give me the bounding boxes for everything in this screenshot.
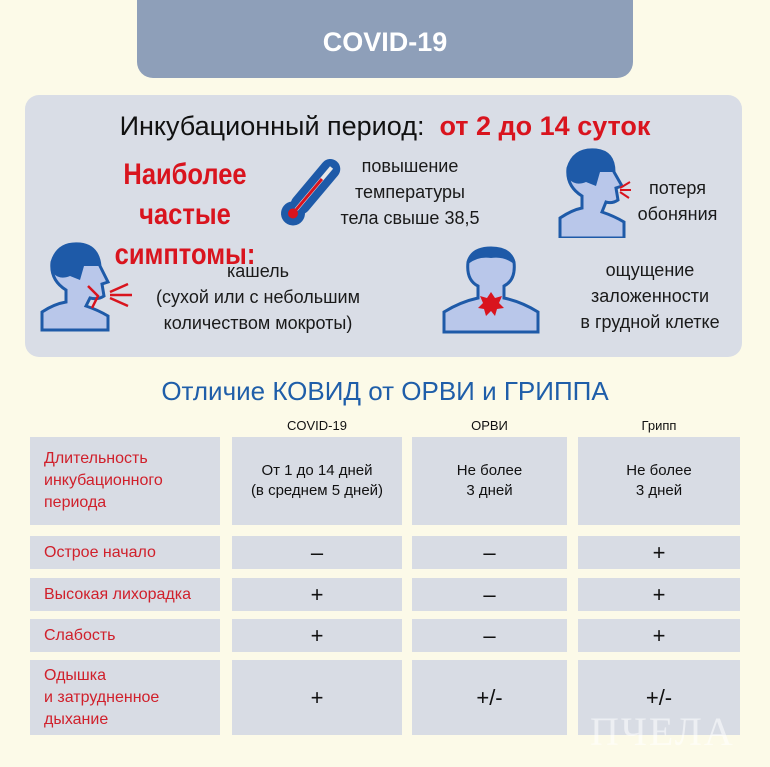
table-cell: + xyxy=(232,578,402,611)
header-title: COVID-19 xyxy=(322,26,448,57)
cell-text: + xyxy=(652,622,666,648)
text-line: Одышка xyxy=(44,666,107,684)
text-line: 3 дней xyxy=(635,482,683,499)
symptoms-heading-line: Наиболее частые xyxy=(123,158,247,231)
text-line: Слабость xyxy=(44,626,116,644)
text-line: – xyxy=(310,539,324,565)
column-header-flu: Грипп xyxy=(641,418,677,433)
text-line: Не более xyxy=(626,462,692,479)
table-cell: + xyxy=(578,619,740,652)
text-line: инкубационного xyxy=(44,472,163,489)
cell-text: – xyxy=(310,539,324,565)
text-line: количеством мокроты) xyxy=(163,313,353,333)
thermometer-icon xyxy=(281,159,341,226)
text-line: Не более xyxy=(456,462,523,479)
text-line: + xyxy=(652,581,666,607)
cell-text: + xyxy=(310,622,324,648)
row-label: Длительность инкубационного периода xyxy=(30,437,220,525)
row-label: Острое начало xyxy=(30,536,220,569)
cell-text: + xyxy=(652,581,666,607)
text-line: + xyxy=(310,581,324,607)
row-label: Слабость xyxy=(30,619,220,652)
nose-head-icon xyxy=(558,148,631,238)
text-line: + xyxy=(652,622,666,648)
table-cell: Не более 3 дней xyxy=(412,437,567,525)
text-line: Длительность xyxy=(44,450,148,467)
table-cell: + xyxy=(232,660,402,735)
cell-text: Длительность инкубационного периода xyxy=(44,448,163,514)
table-cell: – xyxy=(412,536,567,569)
text-line: +/- xyxy=(476,684,503,710)
column-header-covid: COVID-19 xyxy=(287,418,347,433)
text-line: Высокая лихорадка xyxy=(44,585,191,603)
symptoms-heading: Наиболее частые симптомы: xyxy=(92,155,279,275)
text-line: заложенности xyxy=(590,286,710,306)
symptom-smell-text: потеря обоняния xyxy=(620,175,735,227)
cell-text: От 1 до 14 дней (в среднем 5 дней) xyxy=(251,461,383,501)
row-label: Высокая лихорадка xyxy=(30,578,220,611)
text-line: + xyxy=(310,622,324,648)
comparison-title: Отличие КОВИД от ОРВИ и ГРИППА xyxy=(161,376,609,406)
chest-icon xyxy=(442,246,540,334)
text-line: тела свыше 38,5 xyxy=(340,208,480,228)
cough-head-icon xyxy=(40,242,132,332)
table-cell: – xyxy=(232,536,402,569)
text-line: температуры xyxy=(354,182,465,202)
text-line: потеря xyxy=(649,178,706,198)
cell-text: Острое начало xyxy=(44,542,156,564)
table-cell: + xyxy=(578,536,740,569)
symptom-chest-text: ощущение заложенности в грудной клетке xyxy=(550,257,750,335)
incubation-label: Инкубационный период: xyxy=(119,111,425,141)
table-cell: От 1 до 14 дней (в среднем 5 дней) xyxy=(232,437,402,525)
text-line: и затрудненное xyxy=(44,688,160,706)
table-cell: Не более 3 дней xyxy=(578,437,740,525)
cell-text: Слабость xyxy=(44,625,116,647)
text-line: повышение xyxy=(361,156,459,176)
cell-text: Не более 3 дней xyxy=(457,461,522,501)
cell-text: – xyxy=(483,539,496,565)
cell-text: – xyxy=(483,622,496,648)
symptom-cough-text: кашель (сухой или с небольшим количеством … xyxy=(138,258,378,336)
table-cell: + xyxy=(232,619,402,652)
table-cell: +/- xyxy=(578,660,740,735)
table-cell: – xyxy=(412,578,567,611)
row-label: Одышка и затрудненное дыхание xyxy=(30,660,220,735)
text-line: в грудной клетке xyxy=(580,312,720,332)
symptom-fever-text: повышение температуры тела свыше 38,5 xyxy=(330,153,490,231)
text-line: ощущение xyxy=(605,260,695,280)
cell-text: +/- xyxy=(476,684,503,710)
text-line: обоняния xyxy=(637,204,718,224)
table-cell: + xyxy=(578,578,740,611)
text-line: + xyxy=(310,684,324,710)
column-header-orvi: ОРВИ xyxy=(471,418,508,433)
text-line: (сухой или с небольшим xyxy=(156,287,360,307)
table-cell: – xyxy=(412,619,567,652)
header-banner: COVID-19 xyxy=(137,0,633,78)
text-line: – xyxy=(483,622,496,648)
text-line: дыхание xyxy=(44,710,109,728)
text-line: + xyxy=(652,539,666,565)
text-line: Острое начало xyxy=(44,543,156,561)
text-line: – xyxy=(483,539,496,565)
text-line: 3 дней xyxy=(466,482,513,499)
cell-text: Не более 3 дней xyxy=(626,461,691,501)
incubation-heading: Инкубационный период: от 2 до 14 суток xyxy=(0,108,770,144)
text-line: кашель xyxy=(226,261,289,281)
text-line: (в среднем 5 дней) xyxy=(250,482,384,499)
cell-text: + xyxy=(310,684,324,710)
incubation-value: от 2 до 14 суток xyxy=(439,111,651,141)
table-cell: +/- xyxy=(412,660,567,735)
text-line: периода xyxy=(44,494,107,511)
cell-text: + xyxy=(652,539,666,565)
cell-text: Высокая лихорадка xyxy=(44,584,191,606)
cell-text: +/- xyxy=(645,684,673,710)
watermark-logo: ПЧЕЛА xyxy=(590,709,735,754)
symptoms-heading-line: симптомы: xyxy=(114,238,256,271)
cell-text: – xyxy=(483,581,496,607)
cell-text: + xyxy=(310,581,324,607)
text-line: От 1 до 14 дней xyxy=(261,462,373,479)
text-line: +/- xyxy=(645,684,673,710)
text-line: – xyxy=(483,581,496,607)
cell-text: Одышка и затрудненное дыхание xyxy=(44,665,159,731)
